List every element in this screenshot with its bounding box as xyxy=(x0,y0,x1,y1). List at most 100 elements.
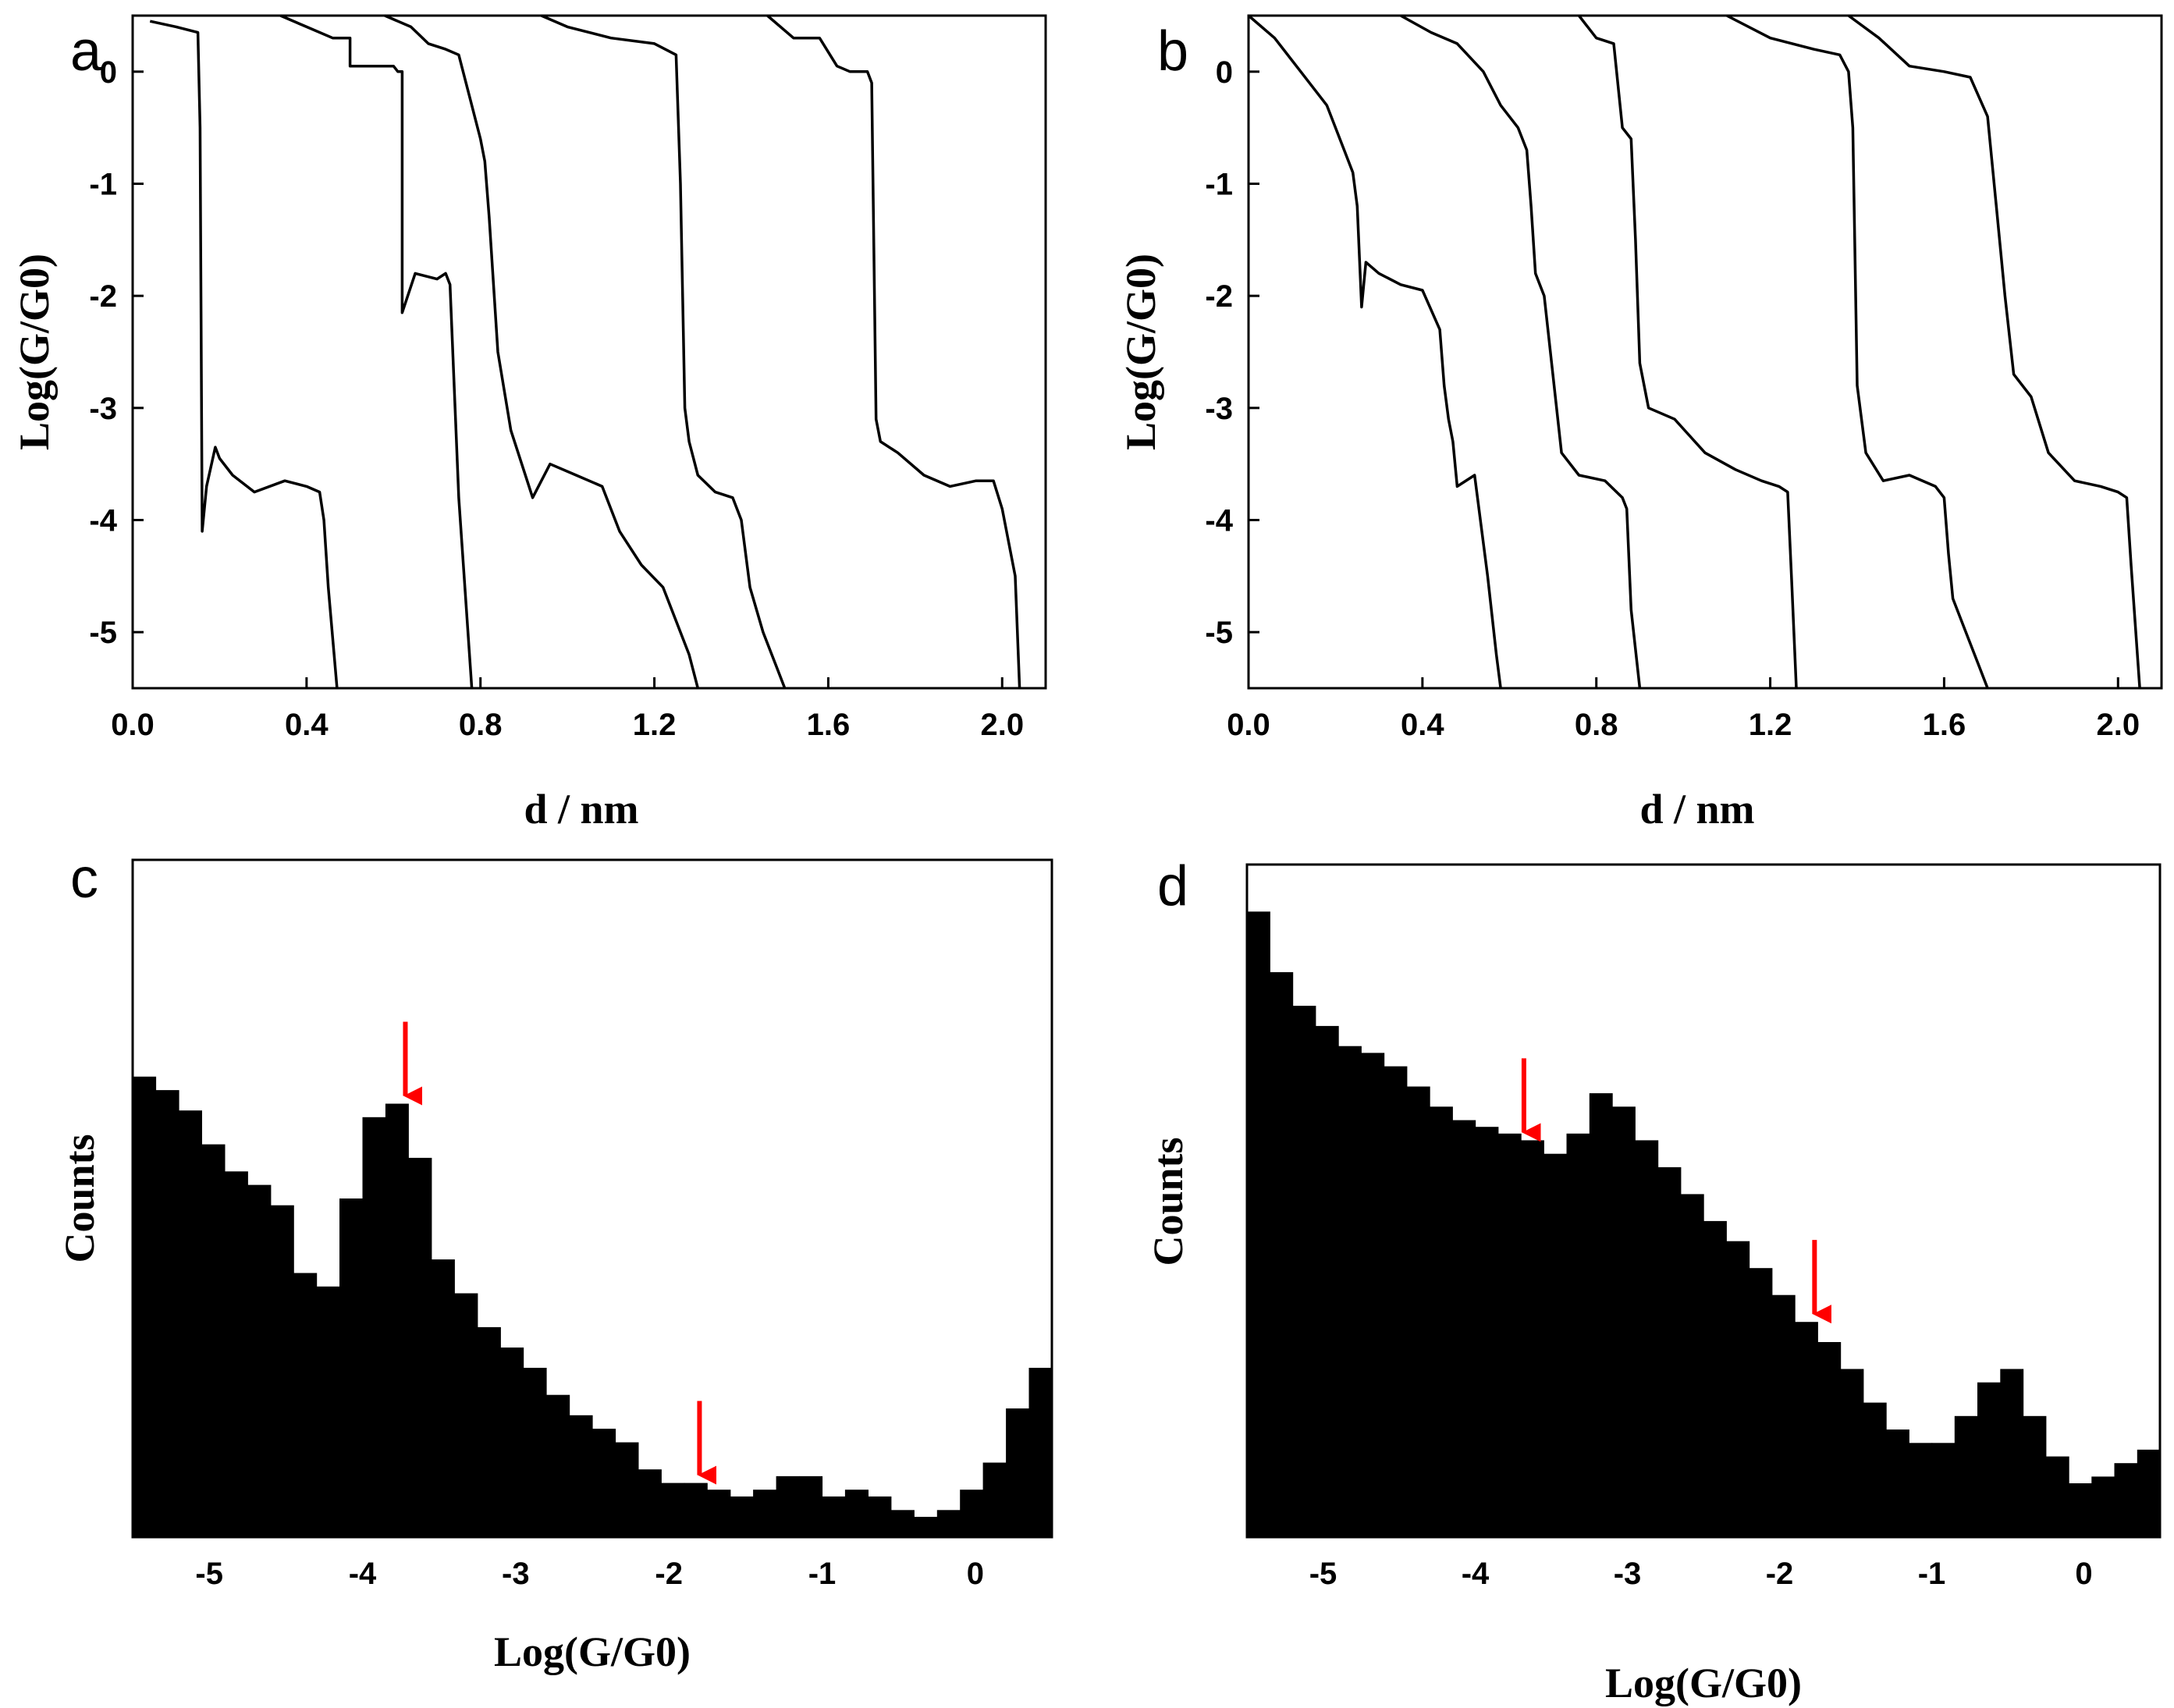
panel-a-plot-frame xyxy=(131,14,1047,690)
x-tick-label: -1 xyxy=(808,1557,837,1591)
x-tick-label: -5 xyxy=(1309,1557,1337,1591)
histogram-bar xyxy=(1680,1194,1704,1537)
histogram-bar xyxy=(753,1490,777,1537)
panel-d-x-ticks: -5 -4 -3 -2 -1 0 xyxy=(1309,1526,2093,1591)
histogram-bar xyxy=(592,1429,616,1537)
histogram-bar xyxy=(1771,1294,1796,1537)
panel-c-x-ticks: -5 -4 -3 -2 -1 0 xyxy=(195,1526,984,1591)
histogram-bar xyxy=(1475,1127,1499,1537)
panel-c-arrows xyxy=(403,1021,717,1485)
histogram-bar xyxy=(2114,1463,2138,1537)
x-tick-label: -3 xyxy=(502,1557,530,1591)
x-tick-label: 2.0 xyxy=(2096,708,2140,742)
x-tick-label: 0.4 xyxy=(1401,708,1444,742)
conductance-trace-trace-4 xyxy=(1726,14,1989,689)
panel-b-y-ticks: 0 -1 -2 -3 -4 -5 xyxy=(1205,55,1259,650)
histogram-bar xyxy=(1315,1025,1339,1537)
histogram-bar xyxy=(408,1157,432,1537)
y-tick-label: -1 xyxy=(1205,168,1233,202)
histogram-bar xyxy=(799,1475,823,1537)
histogram-bar xyxy=(890,1510,915,1537)
panel-d-bars xyxy=(1247,911,2161,1537)
histogram-bar xyxy=(523,1368,547,1537)
histogram-bar xyxy=(1977,1382,2001,1537)
panel-a-y-ticks: 0 -1 -2 -3 -4 -5 xyxy=(89,55,144,650)
histogram-bar xyxy=(201,1144,226,1537)
histogram-bar xyxy=(1931,1443,1956,1537)
histogram-bar xyxy=(1338,1046,1362,1537)
histogram-bar xyxy=(178,1110,202,1537)
conductance-trace-trace-3 xyxy=(1578,14,1798,689)
x-tick-label: 0 xyxy=(967,1557,984,1591)
histogram-bar xyxy=(362,1117,386,1537)
histogram-bar xyxy=(1384,1066,1408,1537)
x-tick-label: 1.6 xyxy=(807,708,851,742)
histogram-bar xyxy=(1452,1120,1476,1537)
histogram-bar xyxy=(844,1490,869,1537)
histogram-bar xyxy=(2023,1415,2047,1537)
x-tick-label: -4 xyxy=(1462,1557,1490,1591)
x-tick-label: 0.0 xyxy=(111,708,155,742)
y-tick-label: -2 xyxy=(1205,279,1233,314)
x-tick-label: -1 xyxy=(1918,1557,1946,1591)
histogram-bar xyxy=(569,1415,593,1537)
panel-b-y-axis-title: Log(G/G0) xyxy=(1117,254,1164,450)
histogram-bar xyxy=(293,1273,318,1537)
histogram-bar xyxy=(730,1496,754,1537)
histogram-bar xyxy=(224,1171,248,1537)
histogram-bar xyxy=(546,1394,570,1537)
x-tick-label: 0.8 xyxy=(1575,708,1618,742)
panel-d-plot-frame xyxy=(1245,863,2162,1539)
conductance-trace-trace-2 xyxy=(279,14,474,689)
panel-b-x-ticks: 0.0 0.4 0.8 1.2 1.6 2.0 xyxy=(1227,677,2140,742)
histogram-bar xyxy=(661,1483,685,1537)
panel-c-y-axis-title: Counts xyxy=(56,1134,103,1262)
panel-c-bars xyxy=(133,1076,1053,1537)
histogram-bar xyxy=(2137,1449,2161,1537)
x-tick-label: 1.2 xyxy=(1749,708,1792,742)
histogram-bar xyxy=(454,1293,478,1537)
panel-a-y-axis-title: Log(G/G0) xyxy=(11,254,58,450)
histogram-bar xyxy=(1863,1402,1887,1537)
y-tick-label: -5 xyxy=(1205,616,1233,650)
x-tick-label: -2 xyxy=(1766,1557,1794,1591)
histogram-bar xyxy=(960,1490,984,1537)
histogram-bar xyxy=(707,1490,731,1537)
histogram-bar xyxy=(2091,1476,2115,1537)
x-tick-label: -5 xyxy=(195,1557,223,1591)
panel-letter-d: d xyxy=(1157,855,1188,918)
histogram-bar xyxy=(1703,1220,1727,1537)
histogram-bar xyxy=(1497,1133,1522,1537)
histogram-bar xyxy=(1430,1106,1453,1537)
y-tick-label: -4 xyxy=(89,504,117,538)
histogram-bar xyxy=(615,1442,639,1537)
conductance-trace-trace-5 xyxy=(1847,14,2141,689)
histogram-bar xyxy=(2000,1369,2024,1537)
conductance-trace-trace-1 xyxy=(149,20,339,689)
histogram-bar xyxy=(914,1517,938,1537)
histogram-bar xyxy=(684,1483,708,1537)
panel-c-plot-frame xyxy=(131,858,1053,1539)
histogram-bar xyxy=(868,1496,892,1537)
x-tick-label: -4 xyxy=(349,1557,377,1591)
histogram-bar xyxy=(776,1475,800,1537)
y-tick-label: 0 xyxy=(1216,55,1233,90)
histogram-bar xyxy=(1954,1415,1978,1537)
panel-b-plot-frame xyxy=(1247,14,2163,690)
x-tick-label: 2.0 xyxy=(980,708,1024,742)
panel-d-histogram: d -5 -4 -3 -2 -1 0 Log(G/G0) Counts xyxy=(1145,855,2162,1706)
histogram-bar xyxy=(155,1090,179,1537)
histogram-bar xyxy=(936,1510,961,1537)
histogram-bar xyxy=(316,1286,340,1537)
histogram-bar xyxy=(2069,1483,2092,1537)
conductance-trace-trace-4 xyxy=(541,14,787,689)
panel-a-x-ticks: 0.0 0.4 0.8 1.2 1.6 2.0 xyxy=(111,677,1024,742)
histogram-bar xyxy=(1406,1086,1430,1537)
histogram-bar xyxy=(1840,1369,1864,1537)
histogram-bar xyxy=(1566,1133,1590,1537)
y-tick-label: -5 xyxy=(89,616,117,650)
histogram-bar xyxy=(1657,1166,1682,1537)
histogram-bar xyxy=(982,1462,1007,1537)
panel-d-arrows xyxy=(1521,1058,1831,1324)
x-tick-label: -2 xyxy=(655,1557,683,1591)
